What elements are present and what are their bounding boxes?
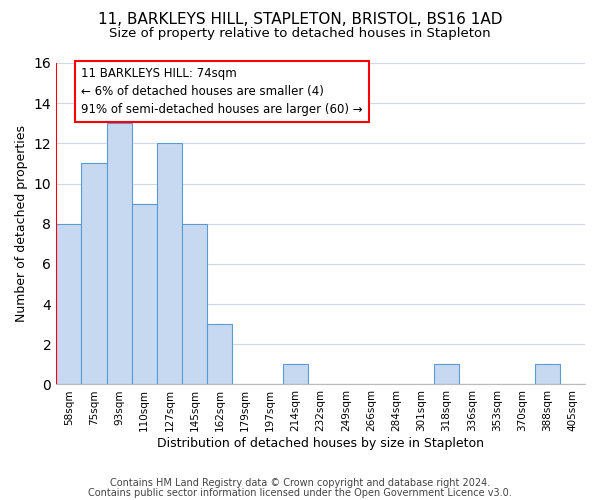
Y-axis label: Number of detached properties: Number of detached properties xyxy=(15,125,28,322)
Bar xyxy=(182,224,207,384)
Text: Contains public sector information licensed under the Open Government Licence v3: Contains public sector information licen… xyxy=(88,488,512,498)
Text: Size of property relative to detached houses in Stapleton: Size of property relative to detached ho… xyxy=(109,28,491,40)
Bar xyxy=(56,224,82,384)
Text: 11 BARKLEYS HILL: 74sqm
← 6% of detached houses are smaller (4)
91% of semi-deta: 11 BARKLEYS HILL: 74sqm ← 6% of detached… xyxy=(82,67,363,116)
Bar xyxy=(207,324,232,384)
Text: Contains HM Land Registry data © Crown copyright and database right 2024.: Contains HM Land Registry data © Crown c… xyxy=(110,478,490,488)
Bar xyxy=(283,364,308,384)
Bar xyxy=(132,204,157,384)
X-axis label: Distribution of detached houses by size in Stapleton: Distribution of detached houses by size … xyxy=(157,437,484,450)
Bar xyxy=(107,124,132,384)
Bar xyxy=(157,144,182,384)
Bar xyxy=(434,364,459,384)
Text: 11, BARKLEYS HILL, STAPLETON, BRISTOL, BS16 1AD: 11, BARKLEYS HILL, STAPLETON, BRISTOL, B… xyxy=(98,12,502,28)
Bar xyxy=(535,364,560,384)
Bar xyxy=(82,164,107,384)
